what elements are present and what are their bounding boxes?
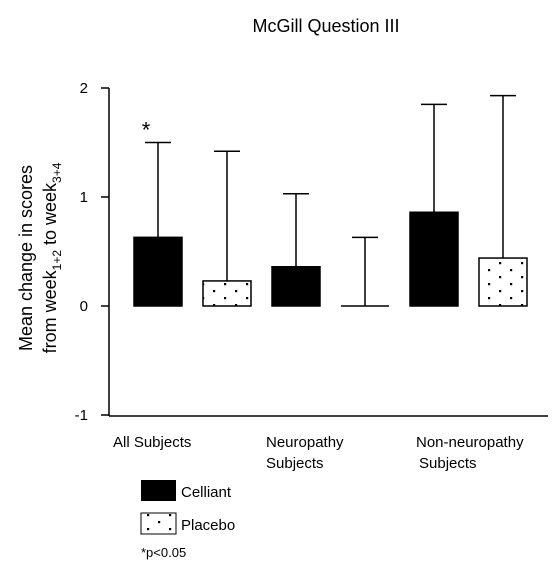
- legend-label-celliant: Celliant: [181, 484, 232, 501]
- category-label: Neuropathy: [266, 434, 344, 451]
- significance-marker: *: [142, 118, 151, 143]
- bar-placebo: [478, 257, 528, 307]
- category-label: All Subjects: [113, 434, 191, 451]
- y-axis-label-mid: to week: [40, 182, 60, 250]
- significance-note: *p<0.05: [141, 545, 186, 560]
- svg-text:from week1+2 to week3+4: from week1+2 to week3+4: [40, 162, 64, 353]
- bar-celliant: [409, 211, 459, 307]
- y-tick-label: -1: [75, 407, 88, 424]
- y-axis-label-sub2: 3+4: [50, 162, 64, 183]
- chart-title: McGill Question III: [252, 16, 399, 36]
- legend: Celliant Placebo: [140, 480, 235, 535]
- svg-text:Mean change in scores: Mean change in scores: [16, 165, 36, 351]
- y-axis-label-line1: Mean change in scores: [16, 165, 36, 351]
- category-label: Subjects: [266, 455, 324, 472]
- bar-celliant: [271, 266, 321, 307]
- legend-label-placebo: Placebo: [181, 517, 235, 534]
- legend-swatch-placebo: [140, 512, 177, 535]
- y-tick-label: 0: [80, 298, 88, 315]
- y-axis-label: Mean change in scores from week1+2 to we…: [16, 162, 64, 353]
- y-axis-label-sub1: 1+2: [50, 250, 64, 271]
- y-tick-label: 1: [80, 189, 88, 206]
- category-label: Non-neuropathy: [416, 434, 524, 451]
- bar-placebo: [202, 280, 252, 307]
- bar-celliant: [133, 236, 183, 307]
- y-tick-label: 2: [80, 80, 88, 97]
- y-axis-label-prefix: from week: [40, 269, 60, 353]
- legend-swatch-celliant: [141, 480, 176, 501]
- category-label: Subjects: [419, 455, 477, 472]
